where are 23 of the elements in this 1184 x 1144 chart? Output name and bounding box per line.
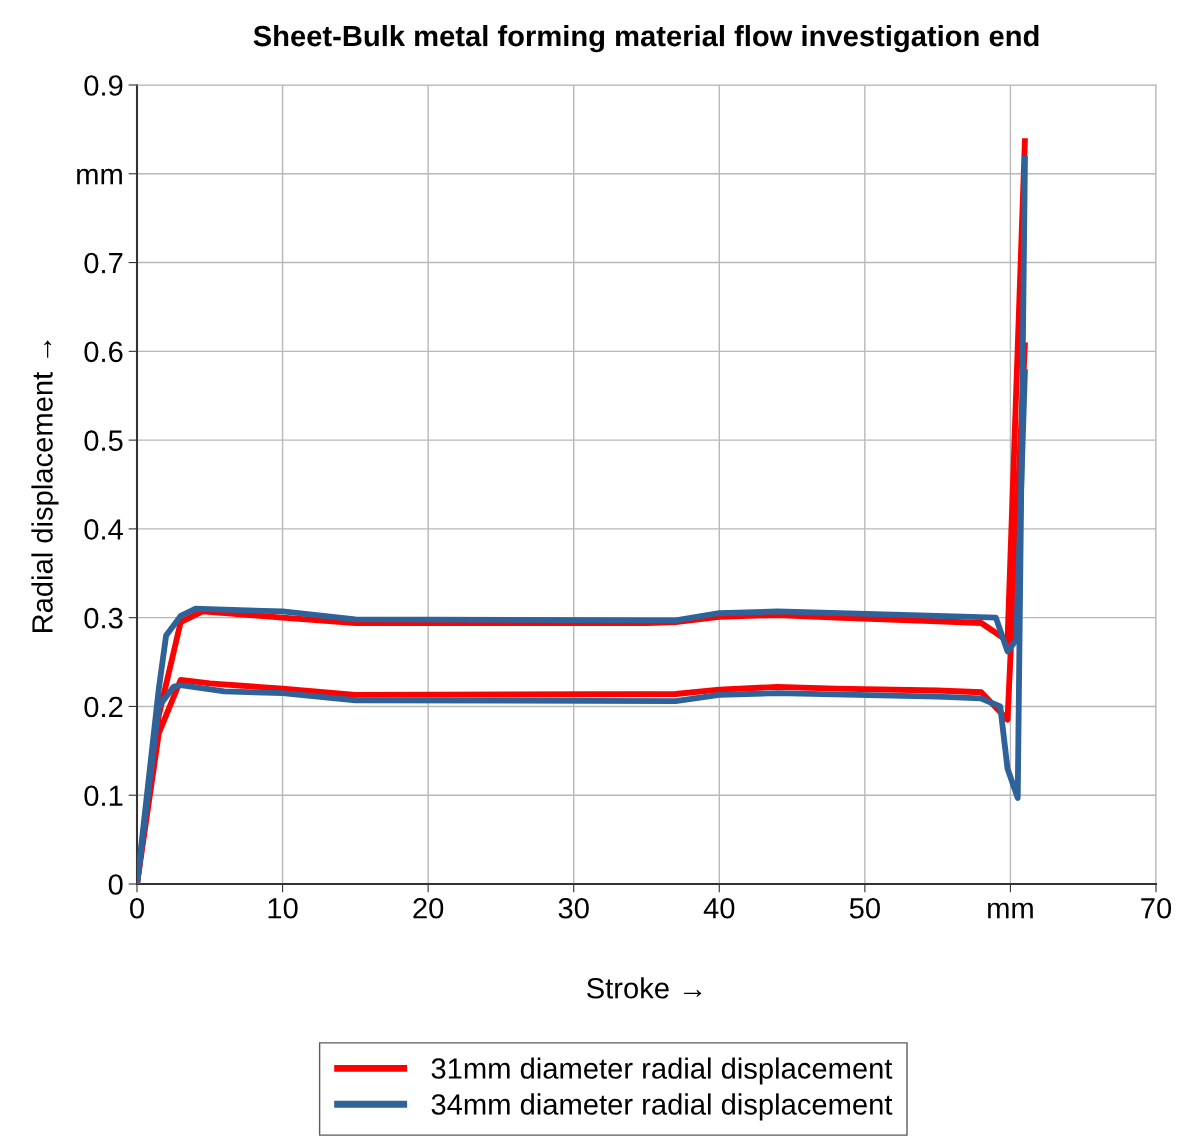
y-tick-label: 0.1 — [84, 785, 123, 807]
y-tick-label: 0.9 — [84, 75, 123, 96]
y-tick-label: 0 — [108, 874, 123, 895]
y-axis-title: Radial displacement → — [31, 340, 59, 633]
y-tick-label: 0.7 — [84, 252, 123, 274]
y-tick-label: 0.2 — [84, 696, 123, 718]
x-tick-label: 50 — [849, 897, 880, 919]
x-tick-label: 10 — [268, 897, 298, 919]
x-tick-label: 20 — [413, 897, 444, 919]
y-tick-label: 0.4 — [84, 519, 123, 540]
y-tick-label: 0.3 — [84, 607, 123, 629]
y-tick-label: 0.5 — [84, 430, 123, 451]
legend-label: 34mm diameter radial displacement — [431, 1093, 893, 1121]
x-tick-label: mm — [988, 902, 1033, 919]
x-tick-label: 70 — [1141, 897, 1172, 919]
legend-label: 31mm diameter radial displacement — [431, 1057, 893, 1085]
y-tick-label: 0.6 — [84, 341, 123, 363]
x-tick-label: 0 — [130, 897, 144, 919]
chart-title: Sheet-Bulk metal forming material flow investigation end — [253, 24, 1039, 53]
y-tick-label: mm — [77, 168, 122, 185]
x-axis-title: Stroke → — [587, 977, 702, 999]
x-tick-label: 30 — [558, 897, 589, 919]
x-tick-label: 40 — [703, 897, 735, 919]
